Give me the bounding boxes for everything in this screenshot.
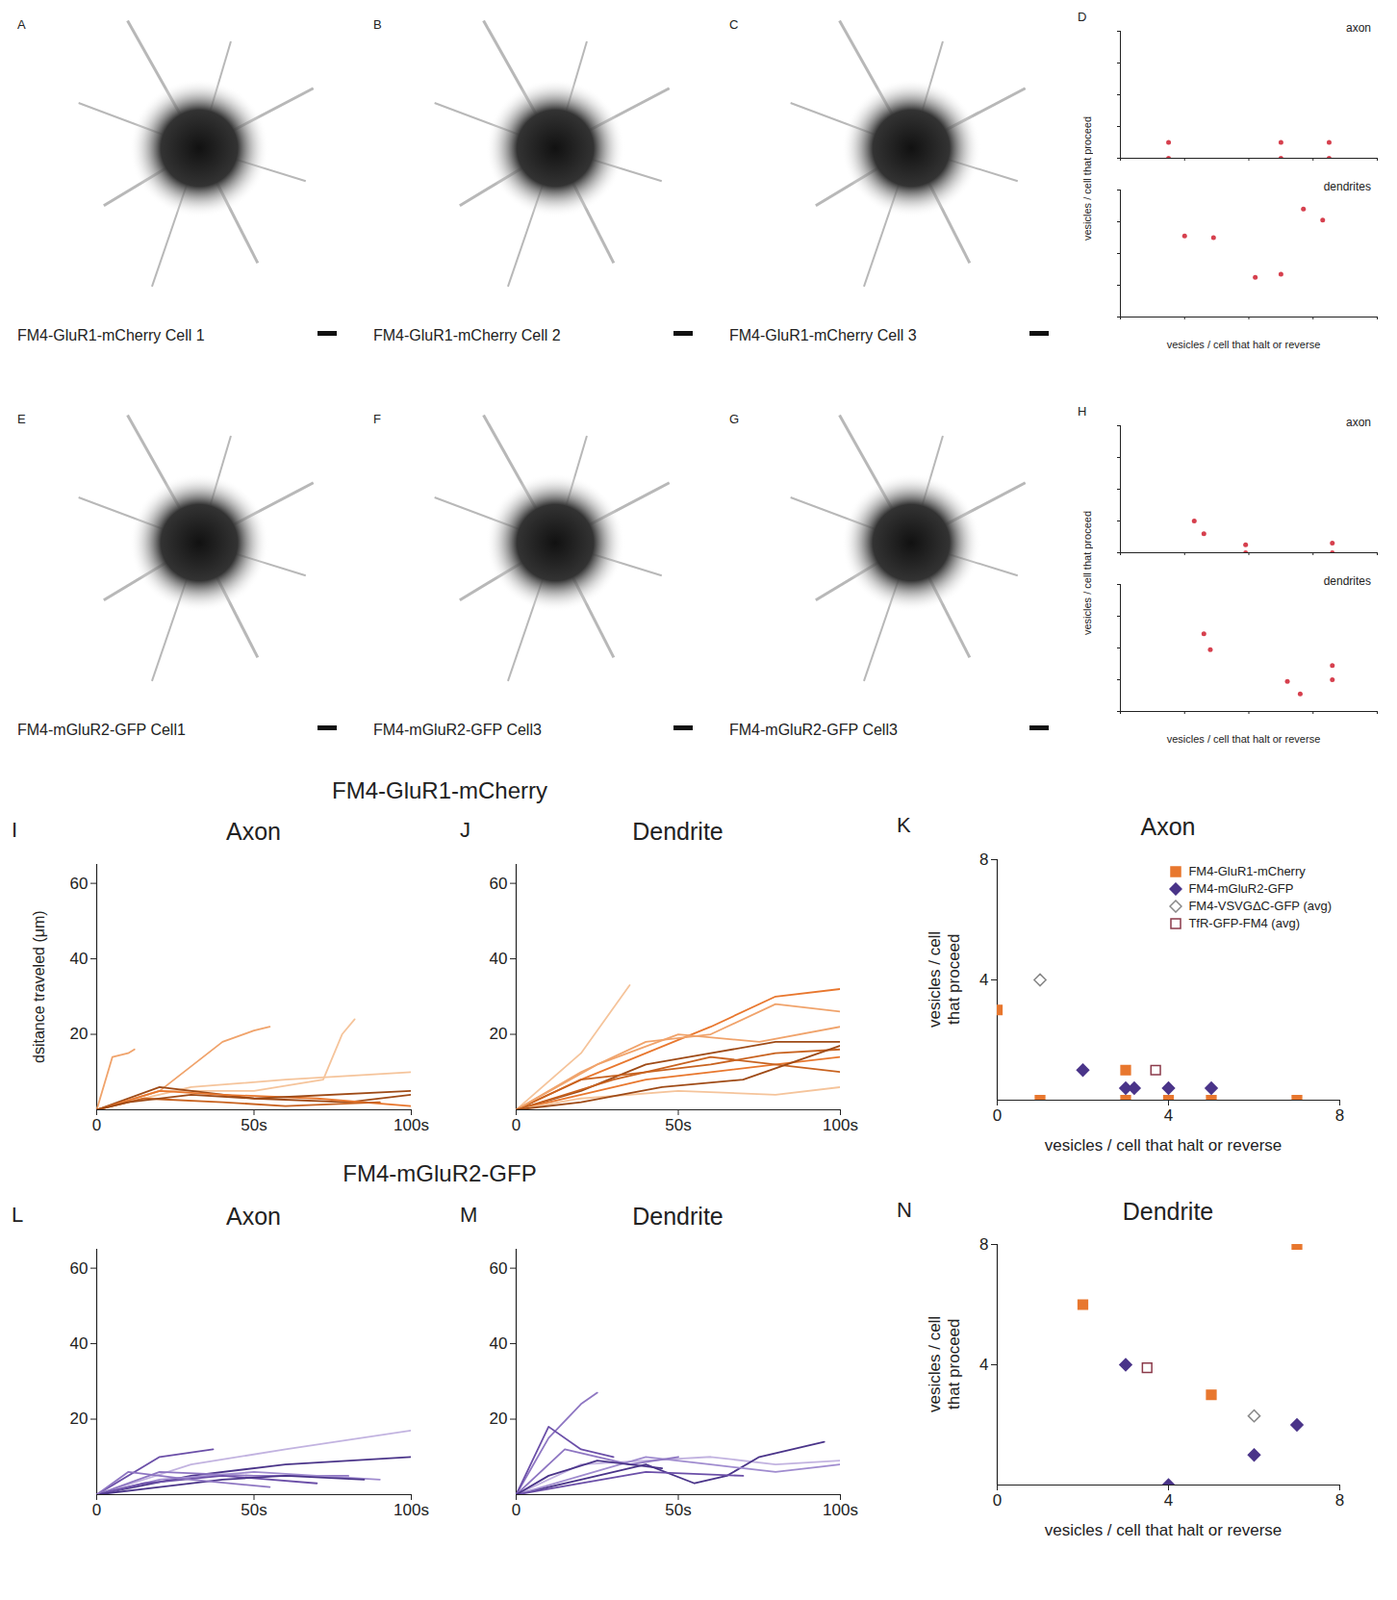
html-text:FM4-mGluR2-GFP: FM4-mGluR2-GFP <box>342 1160 537 1187</box>
svg-text:60: 60 <box>489 874 508 893</box>
svg-text:50s: 50s <box>664 1116 691 1135</box>
html-text:vesicles / cell that halt or r: vesicles / cell that halt or reverse <box>1044 1136 1282 1155</box>
html-text:axon: axon <box>1346 415 1372 430</box>
html-text:L: L <box>11 1202 24 1227</box>
html-text:axon: axon <box>1346 21 1372 35</box>
svg-text:50s: 50s <box>240 1116 267 1135</box>
svg-text:60: 60 <box>489 1259 508 1278</box>
html-text:FM4-GluR1-mCherry: FM4-GluR1-mCherry <box>1188 863 1306 879</box>
svg-text:40: 40 <box>70 1334 89 1353</box>
svg-text:F: F <box>373 411 381 427</box>
svg-text:100s: 100s <box>393 1116 430 1135</box>
html-text:that proceed: that proceed <box>944 1318 963 1410</box>
svg-text:100s: 100s <box>393 1500 430 1520</box>
html-text:vesicles / cell: vesicles / cell <box>925 1316 944 1413</box>
svg-text:100s: 100s <box>822 1116 859 1135</box>
svg-text:4: 4 <box>1164 1106 1173 1125</box>
html-text:N: N <box>896 1197 912 1222</box>
html-text:dendrites: dendrites <box>1323 179 1372 194</box>
svg-text:FM4-GluR1-mCherry Cell 1: FM4-GluR1-mCherry Cell 1 <box>17 327 205 344</box>
html-text:dsitance traveled (μm): dsitance traveled (μm) <box>30 910 48 1063</box>
html-text:vesicles / cell that proceed: vesicles / cell that proceed <box>1081 510 1093 635</box>
html-text:vesicles / cell: vesicles / cell <box>925 931 944 1028</box>
svg-text:G: G <box>729 411 739 427</box>
html-text:FM4-VSVGΔC-GFP (avg): FM4-VSVGΔC-GFP (avg) <box>1188 898 1332 914</box>
svg-text:60: 60 <box>70 1259 89 1278</box>
svg-text:8: 8 <box>1335 1106 1345 1125</box>
svg-text:20: 20 <box>489 1024 508 1043</box>
svg-text:0: 0 <box>511 1116 521 1135</box>
html-text:I: I <box>11 817 18 842</box>
html-text:Axon: Axon <box>1140 812 1196 840</box>
html-text:that proceed: that proceed <box>944 934 963 1025</box>
html-text:TfR-GFP-FM4 (avg): TfR-GFP-FM4 (avg) <box>1188 915 1300 931</box>
svg-text:60: 60 <box>70 874 89 893</box>
html-text:J: J <box>459 817 471 842</box>
html-text:vesicles / cell that halt or r: vesicles / cell that halt or reverse <box>1166 733 1321 745</box>
svg-text:0: 0 <box>511 1500 521 1520</box>
svg-text:40: 40 <box>70 949 89 968</box>
html-text:K: K <box>896 812 911 838</box>
svg-text:50s: 50s <box>240 1500 267 1520</box>
html-text:H: H <box>1077 404 1087 419</box>
svg-text:8: 8 <box>979 1235 989 1254</box>
svg-text:0: 0 <box>992 1106 1002 1125</box>
svg-text:B: B <box>373 17 382 32</box>
svg-text:A: A <box>17 17 26 32</box>
svg-text:4: 4 <box>1164 1491 1173 1510</box>
html-text:Dendrite: Dendrite <box>632 1202 724 1230</box>
svg-text:E: E <box>17 411 26 427</box>
html-text:vesicles / cell that halt or r: vesicles / cell that halt or reverse <box>1166 338 1321 351</box>
svg-text:40: 40 <box>489 949 508 968</box>
svg-text:50s: 50s <box>664 1500 691 1520</box>
svg-text:40: 40 <box>489 1334 508 1353</box>
svg-text:FM4-mGluR2-GFP Cell3: FM4-mGluR2-GFP Cell3 <box>373 721 542 738</box>
svg-text:0: 0 <box>992 1491 1002 1510</box>
svg-text:20: 20 <box>70 1024 89 1043</box>
html-text:Dendrite: Dendrite <box>632 817 724 845</box>
svg-text:0: 0 <box>92 1116 102 1135</box>
html-text:FM4-GluR1-mCherry: FM4-GluR1-mCherry <box>331 777 548 804</box>
html-text:Dendrite: Dendrite <box>1122 1197 1214 1225</box>
html-text:Axon: Axon <box>226 1202 281 1230</box>
svg-text:C: C <box>729 17 738 32</box>
svg-text:4: 4 <box>979 1355 989 1374</box>
svg-text:8: 8 <box>1335 1491 1345 1510</box>
svg-text:20: 20 <box>489 1409 508 1428</box>
html-text:vesicles / cell that proceed: vesicles / cell that proceed <box>1081 115 1093 241</box>
html-text:FM4-mGluR2-GFP: FM4-mGluR2-GFP <box>1188 881 1294 896</box>
html-text:vesicles / cell that halt or r: vesicles / cell that halt or reverse <box>1044 1521 1282 1540</box>
html-text:M: M <box>459 1202 478 1227</box>
svg-text:FM4-GluR1-mCherry Cell 2: FM4-GluR1-mCherry Cell 2 <box>373 327 561 344</box>
svg-text:0: 0 <box>92 1500 102 1520</box>
svg-text:FM4-mGluR2-GFP Cell1: FM4-mGluR2-GFP Cell1 <box>17 721 186 738</box>
html-text:Axon: Axon <box>226 817 281 845</box>
svg-text:FM4-mGluR2-GFP Cell3: FM4-mGluR2-GFP Cell3 <box>729 721 898 738</box>
html-text:dendrites: dendrites <box>1323 574 1372 588</box>
html-text:D: D <box>1077 9 1087 25</box>
svg-text:100s: 100s <box>822 1500 859 1520</box>
svg-text:8: 8 <box>979 850 989 869</box>
svg-text:FM4-GluR1-mCherry Cell 3: FM4-GluR1-mCherry Cell 3 <box>729 327 917 344</box>
svg-text:4: 4 <box>979 970 989 990</box>
svg-text:20: 20 <box>70 1409 89 1428</box>
